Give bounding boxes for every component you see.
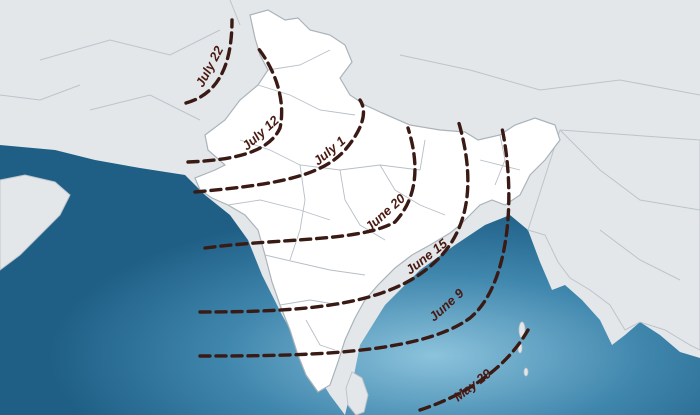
isoline-june-20 — [203, 126, 417, 250]
isoline-june-9 — [198, 126, 511, 358]
india-state-borders — [227, 49, 521, 351]
india-land — [194, 9, 561, 393]
sri-lanka — [345, 371, 369, 415]
sea — [0, 145, 700, 415]
isoline-june-15 — [198, 118, 470, 314]
isoline-may-29 — [418, 328, 530, 412]
monsoon-isolines — [184, 18, 530, 412]
isoline-july-12 — [186, 46, 284, 164]
background-borders — [0, 0, 700, 281]
isoline-july-22 — [184, 18, 234, 105]
isoline-july-1 — [193, 98, 366, 194]
arabian-land — [0, 174, 71, 271]
